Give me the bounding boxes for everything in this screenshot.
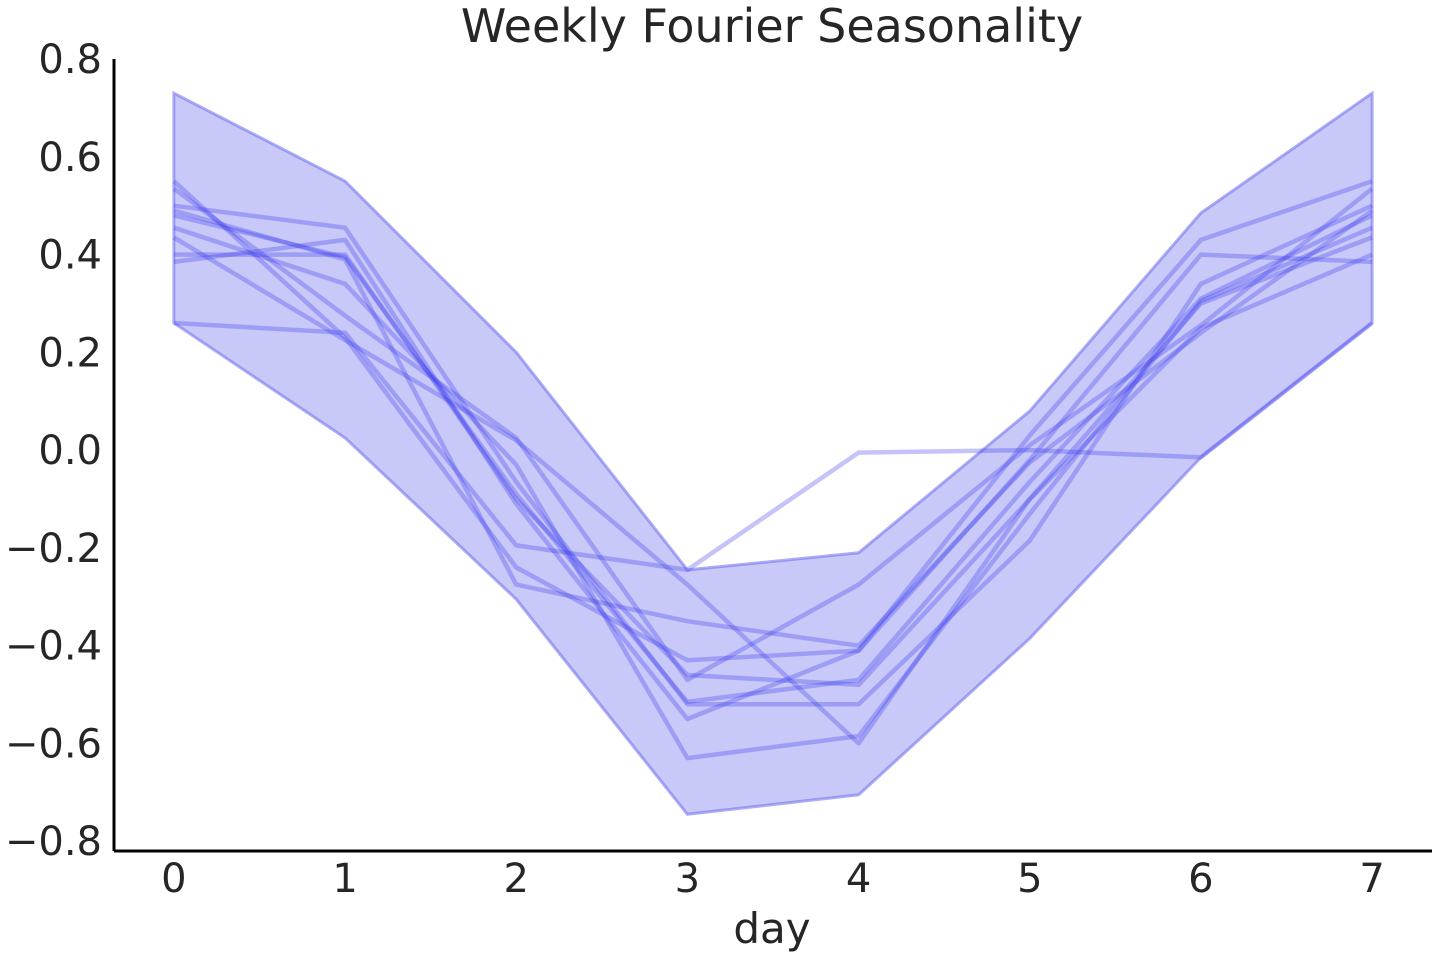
series-line-1 <box>172 179 1373 663</box>
series-line-6 <box>173 208 1374 648</box>
series-line-5 <box>173 320 1374 573</box>
y-tick-label: −0.6 <box>5 721 102 767</box>
x-tick-labels: 0 1 2 3 4 5 6 7 <box>161 856 1385 902</box>
band-layer <box>172 90 1374 816</box>
x-tick-label: 2 <box>503 856 528 902</box>
y-tick-label: 0.4 <box>38 233 102 279</box>
series-line-8 <box>173 225 1373 761</box>
series-line-9 <box>172 186 1374 683</box>
y-tick-label: 0.6 <box>38 135 102 181</box>
x-tick-label: 5 <box>1017 856 1042 902</box>
series-line-4 <box>172 235 1373 746</box>
series-line-3 <box>173 237 1373 722</box>
y-tick-label: −0.8 <box>5 819 102 865</box>
y-tick-label: −0.4 <box>5 624 102 670</box>
y-tick-label: −0.2 <box>5 526 102 572</box>
series-layer <box>172 179 1374 761</box>
x-tick-label: 4 <box>846 856 871 902</box>
series-line-7 <box>173 252 1373 688</box>
x-tick-label: 0 <box>161 856 186 902</box>
y-tick-labels: 0.8 0.6 0.4 0.2 0.0 −0.2 −0.4 −0.6 −0.8 <box>5 37 102 865</box>
y-tick-label: 0.8 <box>38 37 102 83</box>
x-tick-label: 1 <box>332 856 357 902</box>
x-tick-label: 3 <box>675 856 700 902</box>
chart-title: Weekly Fourier Seasonality <box>461 0 1083 53</box>
y-tick-label: 0.2 <box>38 330 102 376</box>
x-tick-label: 7 <box>1359 856 1384 902</box>
series-line-10 <box>173 213 1374 705</box>
x-axis-title: day <box>733 904 810 953</box>
y-tick-label: 0.0 <box>38 428 102 474</box>
x-tick-label: 6 <box>1188 856 1213 902</box>
uncertainty-band <box>172 90 1374 816</box>
series-line-2 <box>173 203 1374 707</box>
